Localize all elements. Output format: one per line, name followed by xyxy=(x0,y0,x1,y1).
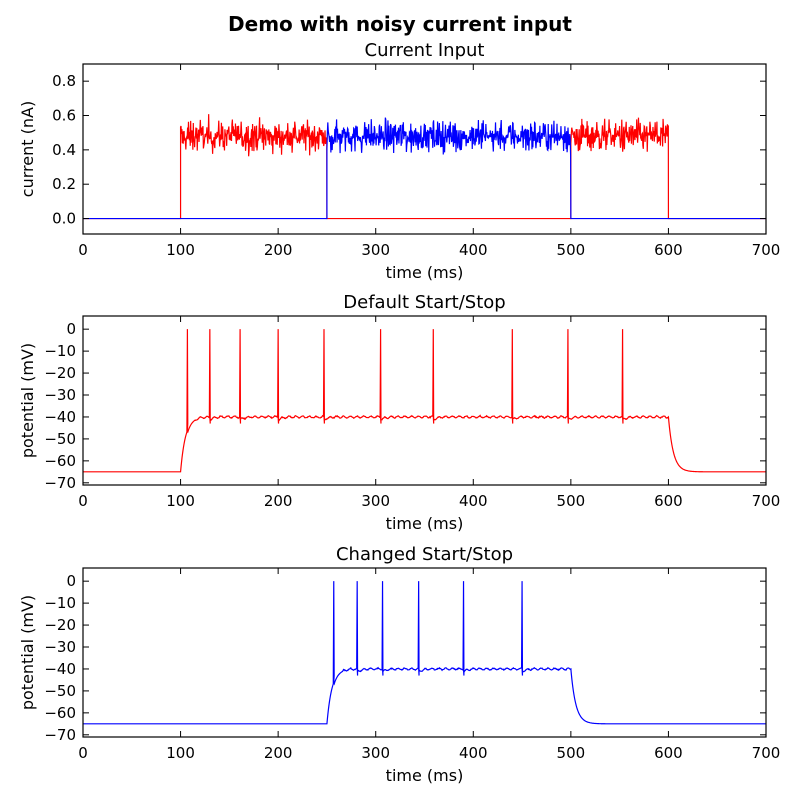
y-tick-label: −30 xyxy=(44,386,76,404)
x-axis-label: time (ms) xyxy=(386,766,464,785)
x-tick-label: 400 xyxy=(459,492,488,510)
y-tick-label: −10 xyxy=(44,594,76,612)
x-tick-label: 200 xyxy=(264,241,293,259)
panel-default-start-stop: Default Start/Stop time (ms) potential (… xyxy=(18,292,780,533)
x-tick-label: 500 xyxy=(557,241,586,259)
y-tick-label: −70 xyxy=(44,726,76,744)
panel-title: Changed Start/Stop xyxy=(336,544,513,565)
y-axis-label: current (nA) xyxy=(18,101,37,197)
x-axis-label: time (ms) xyxy=(386,514,464,533)
y-tick-label: −10 xyxy=(44,342,76,360)
x-tick-label: 0 xyxy=(78,241,88,259)
x-tick-label: 0 xyxy=(78,492,88,510)
axes-frame xyxy=(82,315,767,486)
y-tick-label: 0 xyxy=(66,320,76,338)
figure-title: Demo with noisy current input xyxy=(228,12,572,36)
x-tick-label: 0 xyxy=(78,744,88,762)
x-tick-label: 400 xyxy=(459,241,488,259)
y-tick-label: −40 xyxy=(44,660,76,678)
y-tick-label: −60 xyxy=(44,452,76,470)
plot-area xyxy=(83,329,766,473)
x-tick-label: 700 xyxy=(752,744,781,762)
x-tick-label: 600 xyxy=(654,241,683,259)
x-tick-label: 300 xyxy=(361,744,390,762)
series-line xyxy=(83,581,766,725)
x-tick-label: 300 xyxy=(361,492,390,510)
panel-changed-start-stop: Changed Start/Stop time (ms) potential (… xyxy=(18,544,780,785)
x-tick-label: 300 xyxy=(361,241,390,259)
x-tick-label: 600 xyxy=(654,492,683,510)
x-tick-label: 100 xyxy=(166,744,195,762)
x-tick-label: 500 xyxy=(557,492,586,510)
panel-title: Current Input xyxy=(365,40,485,61)
series-line xyxy=(83,117,766,220)
panel-title: Default Start/Stop xyxy=(343,292,505,313)
x-tick-label: 500 xyxy=(557,744,586,762)
y-tick-label: −70 xyxy=(44,474,76,492)
y-tick-label: −20 xyxy=(44,364,76,382)
y-tick-label: 0.0 xyxy=(52,210,76,228)
axes-frame xyxy=(82,567,767,738)
plot-area xyxy=(83,581,766,725)
y-axis-label: potential (mV) xyxy=(18,595,37,710)
y-tick-label: −30 xyxy=(44,638,76,656)
series-line xyxy=(83,329,766,473)
y-tick-label: −40 xyxy=(44,408,76,426)
x-tick-label: 700 xyxy=(752,492,781,510)
series-line xyxy=(83,114,766,220)
y-tick-label: −50 xyxy=(44,430,76,448)
x-axis-label: time (ms) xyxy=(386,263,464,282)
y-tick-label: 0.2 xyxy=(52,175,76,193)
x-tick-label: 400 xyxy=(459,744,488,762)
x-tick-label: 700 xyxy=(752,241,781,259)
y-tick-label: −20 xyxy=(44,616,76,634)
x-tick-label: 600 xyxy=(654,744,683,762)
x-tick-label: 200 xyxy=(264,744,293,762)
y-axis-label: potential (mV) xyxy=(18,343,37,458)
panel-current-input: Current Input time (ms) current (nA) 0 10… xyxy=(18,40,780,282)
x-tick-label: 100 xyxy=(166,241,195,259)
y-tick-label: 0.8 xyxy=(52,72,76,90)
y-tick-label: −50 xyxy=(44,682,76,700)
y-tick-label: 0.6 xyxy=(52,107,76,125)
y-tick-label: 0.4 xyxy=(52,141,76,159)
plot-area xyxy=(83,114,766,220)
x-tick-label: 200 xyxy=(264,492,293,510)
x-tick-label: 100 xyxy=(166,492,195,510)
y-tick-label: 0 xyxy=(66,572,76,590)
y-tick-label: −60 xyxy=(44,704,76,722)
axes-frame xyxy=(82,63,767,235)
